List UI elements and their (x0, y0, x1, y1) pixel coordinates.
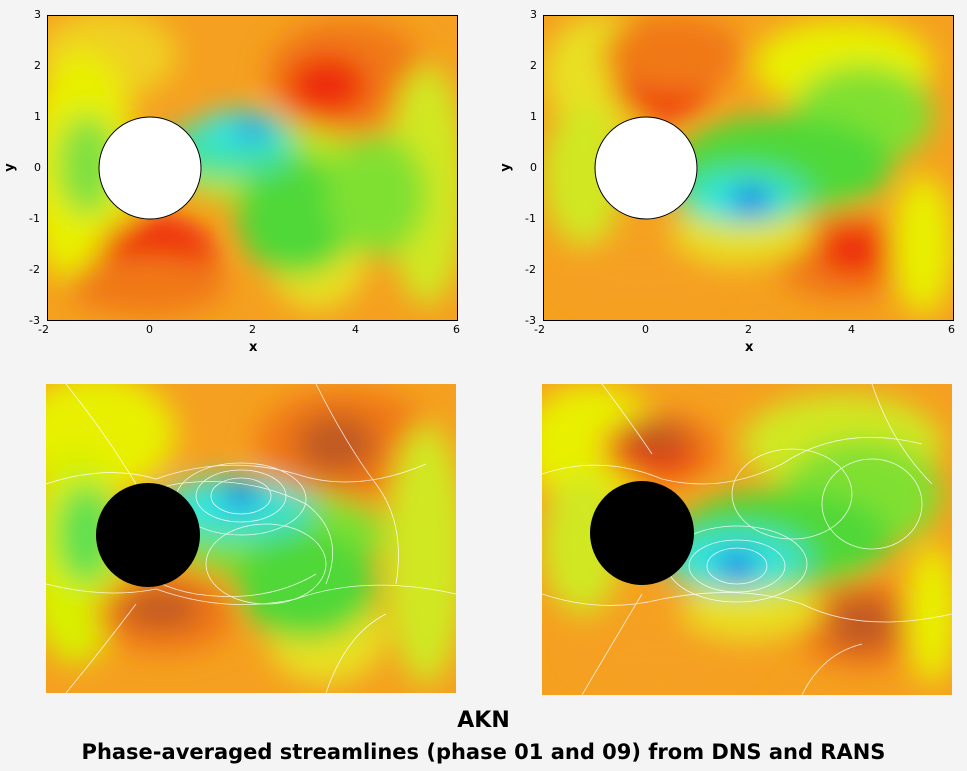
x-tick-label: 0 (146, 323, 153, 336)
rans-phase-01-contour-image (16, 374, 466, 694)
y-tick-label: 0 (530, 161, 537, 174)
x-tick-label: 2 (249, 323, 256, 336)
y-tick-label: 0 (34, 161, 41, 174)
figure-caption-subtitle: Phase-averaged streamlines (phase 01 and… (81, 740, 886, 764)
y-tick-label: -2 (525, 263, 536, 276)
dns-phase-01-contour-image (47, 15, 458, 321)
y-tick-label: 2 (34, 59, 41, 72)
x-tick-label: -2 (38, 323, 49, 336)
x-axis-title: x (745, 340, 754, 355)
y-tick-label: -3 (29, 314, 40, 327)
dns-phase-09-contour-image (543, 15, 954, 321)
y-axis-title: y (498, 163, 514, 172)
dns-phase-01-plot: 3 2 1 0 -1 -2 -3 -2 0 2 4 6 x y (0, 0, 470, 362)
y-tick-label: -1 (525, 212, 536, 225)
x-tick-label: 0 (642, 323, 649, 336)
dns-phase-09-plot: 3 2 1 0 -1 -2 -3 -2 0 2 4 6 x y (496, 0, 967, 362)
x-tick-label: 6 (948, 323, 955, 336)
x-axis-title: x (249, 340, 258, 355)
y-tick-label: 3 (34, 8, 41, 21)
y-tick-label: -3 (525, 314, 536, 327)
y-tick-label: 2 (530, 59, 537, 72)
y-tick-label: 3 (530, 8, 537, 21)
rans-phase-09-plot (522, 383, 957, 696)
y-axis-title: y (2, 163, 18, 172)
y-tick-label: -1 (29, 212, 40, 225)
dns-phase-09-field (543, 15, 954, 321)
figure-caption-title: AKN (457, 708, 510, 733)
y-tick-label: 1 (530, 110, 537, 123)
x-tick-label: 4 (848, 323, 855, 336)
dns-phase-01-field (47, 15, 458, 321)
rans-phase-09-contour-image (522, 383, 957, 696)
x-tick-label: 4 (352, 323, 359, 336)
x-tick-label: 6 (453, 323, 460, 336)
y-tick-label: 1 (34, 110, 41, 123)
y-tick-label: -2 (29, 263, 40, 276)
rans-phase-01-plot (16, 374, 466, 694)
x-tick-label: -2 (534, 323, 545, 336)
x-tick-label: 2 (745, 323, 752, 336)
